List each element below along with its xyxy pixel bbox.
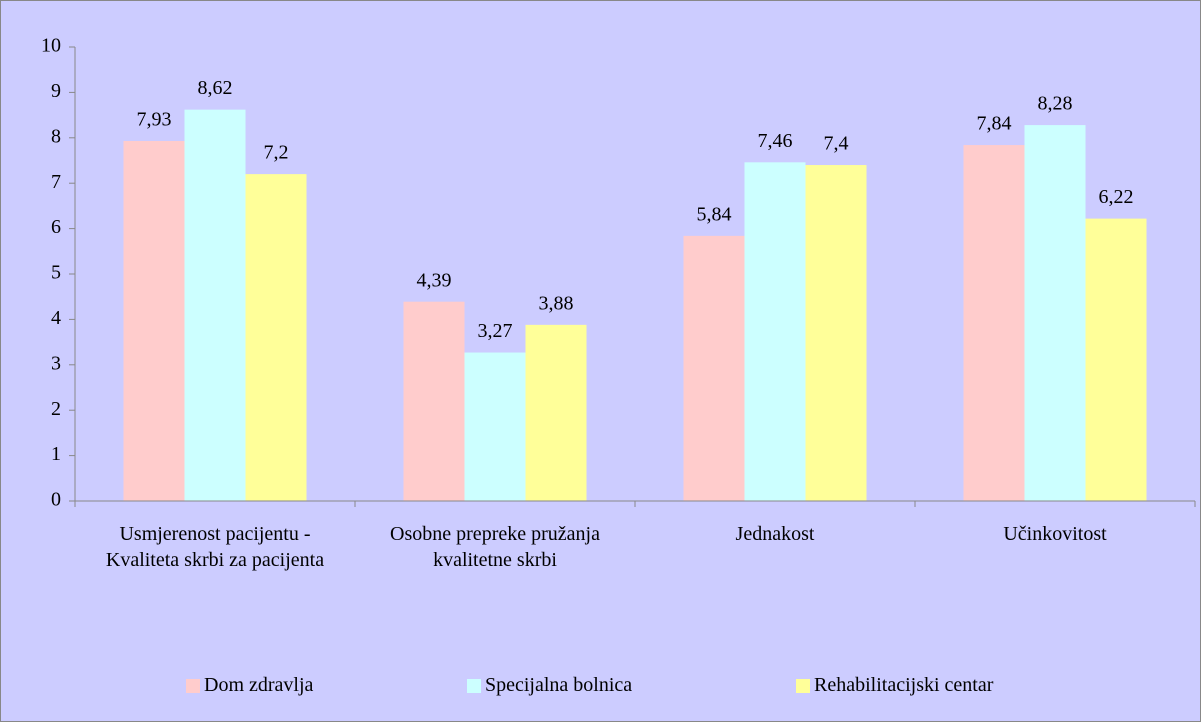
- legend-swatch: [467, 678, 481, 693]
- data-label: 7,84: [977, 113, 1012, 135]
- x-tick-label: Jednakost: [735, 523, 815, 545]
- bar: [245, 174, 307, 501]
- bar: [525, 324, 587, 501]
- legend-swatch: [796, 678, 810, 693]
- y-tick-label: 9: [51, 80, 61, 102]
- legend-item: Rehabilitacijski centar: [796, 674, 993, 697]
- data-label: 4,39: [417, 269, 452, 291]
- bar: [744, 162, 806, 502]
- data-label: 7,46: [758, 130, 793, 152]
- legend-label: Rehabilitacijski centar: [814, 674, 994, 696]
- legend-item: Specijalna bolnica: [467, 674, 632, 697]
- x-tick-label: Osobne prepreke pružanja kvalitetne skrb…: [390, 523, 600, 571]
- bar: [805, 165, 867, 502]
- bar: [683, 235, 745, 501]
- bar: [1085, 218, 1147, 501]
- data-label: 6,22: [1099, 186, 1134, 208]
- legend-swatch: [186, 678, 200, 693]
- legend-label: Specijalna bolnica: [485, 674, 633, 696]
- data-label: 7,2: [264, 142, 289, 164]
- bar: [123, 140, 185, 501]
- y-tick-label: 0: [51, 489, 61, 511]
- data-label: 5,84: [697, 203, 732, 225]
- y-tick-label: 10: [41, 35, 61, 57]
- y-tick-label: 5: [51, 262, 61, 284]
- legend-item: Dom zdravlja: [186, 674, 313, 697]
- x-tick-label: Učinkovitost: [1003, 523, 1107, 545]
- y-tick-label: 3: [51, 352, 61, 374]
- y-tick-label: 7: [51, 171, 61, 193]
- y-tick-label: 8: [51, 125, 61, 147]
- bar: [184, 109, 246, 501]
- data-label: 3,88: [539, 292, 574, 314]
- data-label: 3,27: [478, 320, 513, 342]
- data-label: 7,93: [137, 109, 172, 131]
- y-tick-label: 2: [51, 398, 61, 420]
- bar: [403, 301, 465, 501]
- bar: [1024, 125, 1086, 501]
- y-tick-label: 6: [51, 216, 61, 238]
- bar: [963, 145, 1025, 501]
- bar: [464, 352, 526, 501]
- data-label: 8,28: [1038, 93, 1073, 115]
- x-tick-label: Usmjerenost pacijentu - Kvaliteta skrbi …: [105, 523, 325, 571]
- y-tick-label: 4: [51, 307, 61, 329]
- legend-label: Dom zdravlja: [204, 674, 314, 696]
- data-label: 7,4: [824, 133, 849, 155]
- y-tick-label: 1: [51, 443, 61, 465]
- data-label: 8,62: [198, 77, 233, 99]
